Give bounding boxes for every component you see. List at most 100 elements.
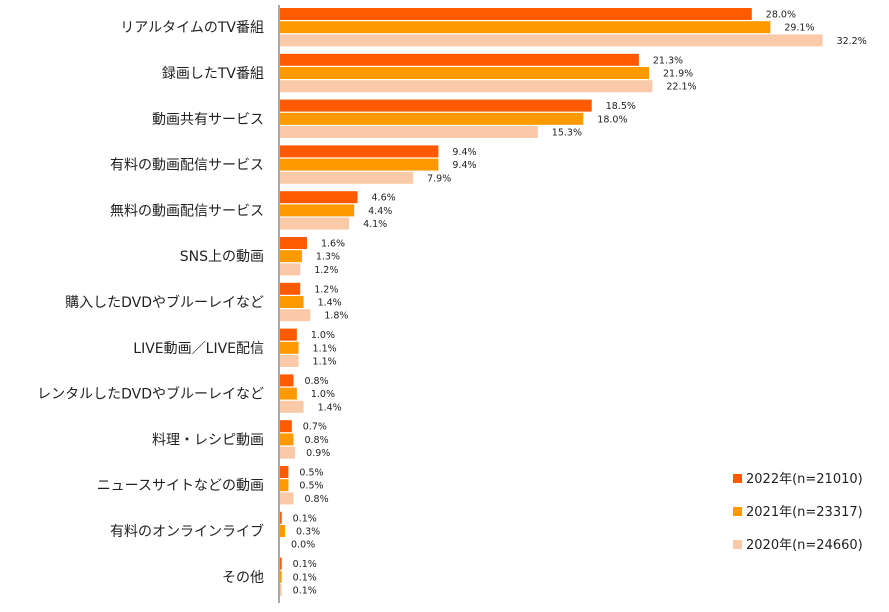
category-label: ニュースサイトなどの動画 — [97, 478, 264, 494]
category-label: 購入したDVDやブルーレイなど — [65, 294, 264, 311]
bar-1 — [280, 53, 639, 66]
data-label: 28.0% — [766, 10, 796, 21]
legend-swatch — [733, 540, 742, 549]
data-label: 1.4% — [318, 402, 342, 413]
data-label: 1.2% — [314, 284, 338, 295]
bar-3 — [280, 309, 311, 322]
bar-1 — [280, 328, 297, 341]
data-label: 0.1% — [293, 513, 317, 524]
data-label: 0.5% — [299, 468, 323, 479]
legend-swatch — [733, 474, 742, 483]
data-label: 21.3% — [653, 55, 683, 66]
data-label: 1.1% — [313, 357, 337, 368]
category-label: 動画共有サービス — [152, 112, 264, 128]
bar-2 — [280, 433, 294, 446]
data-label: 4.6% — [372, 193, 396, 204]
data-label: 0.8% — [304, 435, 328, 446]
category-label: 料理・レシピ動画 — [152, 432, 264, 448]
category-label: その他 — [222, 570, 264, 586]
bar-1 — [280, 237, 307, 249]
bar-2 — [280, 112, 584, 125]
category-label: 録画したTV番組 — [162, 66, 264, 82]
data-label: 15.3% — [552, 128, 582, 139]
legend-swatch — [733, 507, 742, 516]
bar-1 — [280, 145, 439, 158]
data-label: 1.2% — [314, 265, 338, 276]
bar-1 — [280, 99, 592, 112]
data-label: 1.3% — [316, 252, 340, 263]
category-label: 無料の動画配信サービス — [110, 203, 264, 219]
bar-3 — [280, 80, 653, 93]
data-label: 0.5% — [299, 481, 323, 492]
data-label: 1.1% — [313, 343, 337, 354]
bar-3 — [280, 446, 296, 459]
data-label: 1.8% — [324, 311, 348, 322]
data-label: 9.4% — [452, 160, 476, 171]
category-label: レンタルしたDVDやブルーレイなど — [37, 386, 264, 403]
legend-label: 2022年(n=21010) — [746, 472, 863, 487]
legend-label: 2020年(n=24660) — [746, 538, 863, 553]
bar-2 — [280, 341, 299, 354]
bar-3 — [280, 263, 301, 276]
bar-3 — [280, 584, 282, 596]
bar-3 — [280, 492, 294, 505]
bar-2 — [280, 21, 771, 34]
bar-3 — [280, 400, 304, 413]
bar-1 — [280, 420, 292, 433]
data-label: 0.3% — [296, 527, 320, 538]
data-label: 7.9% — [427, 173, 451, 184]
data-label: 1.0% — [311, 330, 335, 341]
bars-layer — [280, 8, 823, 596]
data-label: 0.1% — [293, 572, 317, 583]
data-label: 0.8% — [304, 494, 328, 505]
legend-label: 2021年(n=23317) — [746, 505, 863, 520]
category-label: リアルタイムのTV番組 — [120, 20, 264, 36]
bar-3 — [280, 126, 538, 138]
bar-1 — [280, 282, 301, 295]
bar-3 — [280, 355, 299, 367]
data-label: 0.0% — [291, 540, 315, 551]
bar-1 — [280, 374, 294, 387]
bar-2 — [280, 479, 289, 492]
bar-2 — [280, 525, 286, 537]
bar-2 — [280, 158, 439, 171]
bar-2 — [280, 204, 355, 217]
data-label: 21.9% — [663, 69, 693, 80]
bar-1 — [280, 466, 289, 478]
data-label: 1.6% — [321, 239, 345, 250]
category-label: 有料のオンラインライブ — [110, 523, 264, 540]
data-label: 9.4% — [452, 147, 476, 158]
bar-1 — [280, 511, 282, 524]
bar-3 — [280, 171, 414, 184]
data-label: 0.7% — [303, 422, 327, 433]
bar-1 — [280, 8, 752, 20]
data-label: 18.0% — [597, 114, 627, 125]
data-label: 0.1% — [293, 559, 317, 570]
bar-2 — [280, 67, 650, 79]
category-label: SNS上の動画 — [180, 249, 264, 265]
bar-2 — [280, 570, 282, 583]
data-label: 1.0% — [311, 389, 335, 400]
data-label: 0.1% — [293, 586, 317, 597]
bar-1 — [280, 557, 282, 570]
legend: 2022年(n=21010) 2021年(n=23317) 2020年(n=2466… — [733, 472, 863, 553]
data-label: 22.1% — [666, 82, 696, 93]
bar-2 — [280, 296, 304, 308]
category-label: LIVE動画／LIVE配信 — [133, 341, 264, 357]
bar-2 — [280, 387, 297, 400]
data-label: 1.4% — [318, 298, 342, 309]
data-label: 0.9% — [306, 448, 330, 459]
data-label: 18.5% — [606, 101, 636, 112]
labels-layer: リアルタイムのTV番組 28.0% 29.1% 32.2% 録画したTV番組 21.3% 2… — [37, 10, 867, 597]
data-label: 4.1% — [363, 219, 387, 230]
bar-1 — [280, 191, 358, 204]
bar-2 — [280, 250, 302, 263]
data-label: 32.2% — [837, 36, 867, 47]
category-label: 有料の動画配信サービス — [110, 158, 264, 174]
data-label: 4.4% — [368, 206, 392, 217]
data-label: 29.1% — [784, 23, 814, 34]
data-label: 0.8% — [304, 376, 328, 387]
bar-3 — [280, 217, 350, 230]
bar-3 — [280, 34, 823, 47]
